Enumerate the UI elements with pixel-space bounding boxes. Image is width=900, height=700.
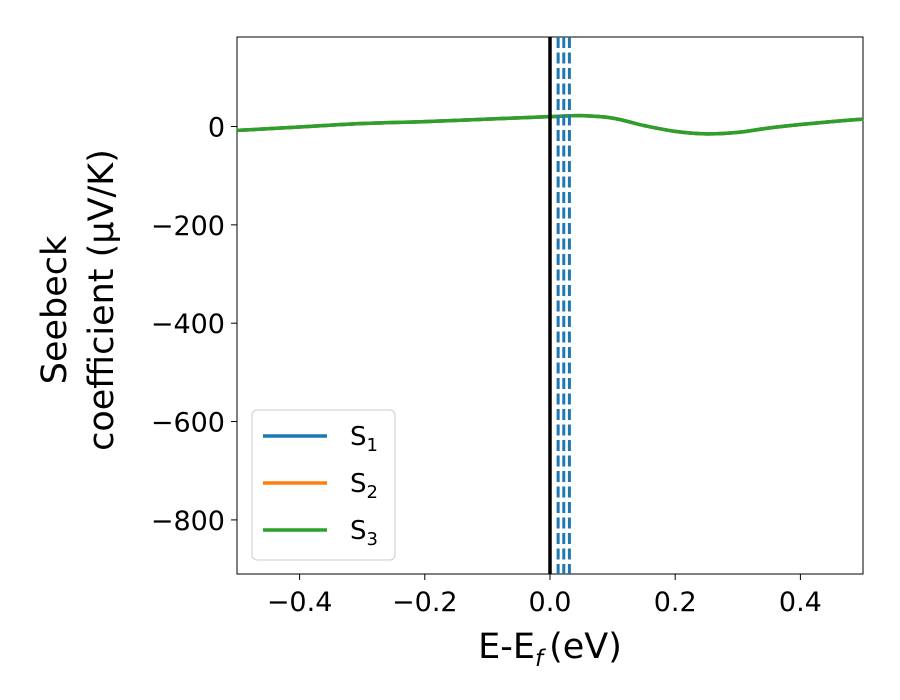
vertical-lines-layer [548, 37, 571, 574]
legend-label-s1: S1 [350, 422, 378, 456]
x-tick-label: −0.2 [392, 587, 458, 618]
x-tick-label: −0.4 [267, 587, 333, 618]
x-tick-label: 0.0 [529, 587, 572, 618]
series-line-s3 [236, 113, 864, 136]
y-tick-label: −600 [151, 408, 225, 439]
x-tick-label: 0.2 [654, 587, 697, 618]
x-ticks: −0.4 −0.2 0.0 0.2 0.4 [267, 574, 822, 618]
y-tick-label: −200 [151, 211, 225, 242]
y-tick-label: −400 [151, 309, 225, 340]
y-tick-label: 0 [208, 113, 225, 144]
y-axis-label-line1: Seebeck [35, 235, 75, 384]
y-axis-label-line2: coefficient (μV/K) [82, 149, 122, 451]
legend-label-s2: S2 [350, 469, 378, 503]
y-tick-label: −800 [151, 506, 225, 537]
y-ticks: 0 −200 −400 −600 −800 [151, 113, 237, 537]
legend: S1 S2 S3 [251, 409, 396, 561]
x-tick-label: 0.4 [779, 587, 822, 618]
series-layer [236, 113, 864, 136]
legend-label-s3: S3 [350, 516, 378, 550]
x-axis-label-subscript: f [535, 646, 546, 672]
x-axis-label: E-Ef (eV) [478, 627, 622, 672]
legend-box [251, 409, 396, 561]
